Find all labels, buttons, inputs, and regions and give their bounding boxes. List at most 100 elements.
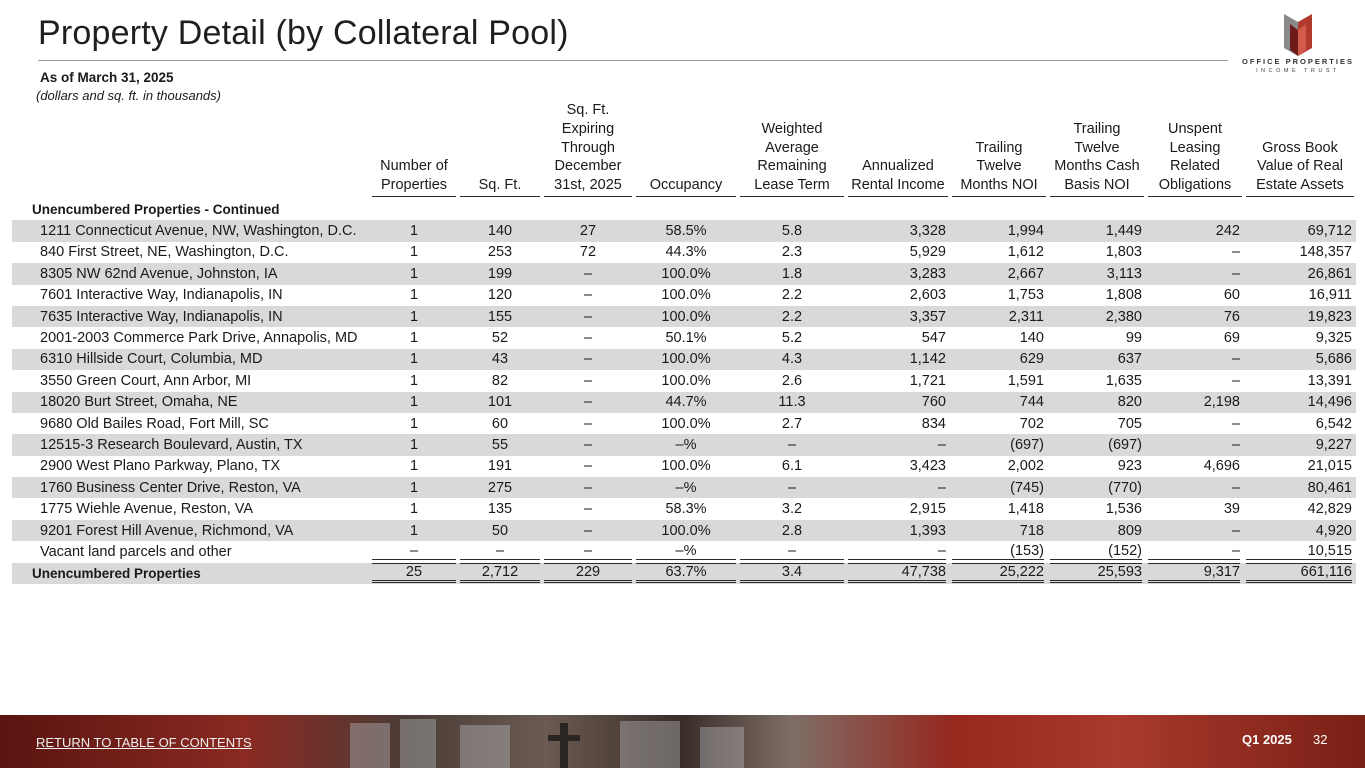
property-name: Vacant land parcels and other — [40, 543, 232, 560]
section-header-row: Unencumbered Properties - Continued — [12, 199, 1356, 220]
table-cell: (745) — [950, 477, 1048, 499]
table-cell: 1,418 — [1007, 501, 1044, 518]
table-cell: 1 — [370, 305, 458, 328]
table-cell: 100.0% — [661, 287, 711, 304]
table-cell: 5,929 — [909, 244, 946, 261]
table-cell: 1,803 — [1105, 244, 1142, 261]
property-name: 8305 NW 62nd Avenue, Johnston, IA — [12, 263, 370, 285]
table-cell: 718 — [950, 519, 1048, 542]
table-cell: – — [542, 477, 634, 499]
table-cell: 760 — [846, 391, 950, 413]
table-cell: 21,015 — [1307, 458, 1352, 475]
table-cell: 9,325 — [1315, 330, 1352, 347]
table-cell: 1.8 — [738, 263, 846, 285]
table-row: 2900 West Plano Parkway, Plano, TX 1 191 – 1… — [12, 456, 1356, 477]
table-row: 3550 Green Court, Ann Arbor, MI 1 82 – 100.0… — [12, 370, 1356, 391]
table-cell: 2,915 — [909, 501, 946, 518]
table-cell: – — [542, 305, 634, 328]
total-cell: 25 — [370, 562, 458, 585]
table-cell: 19,823 — [1244, 305, 1356, 328]
property-name: 18020 Burt Street, Omaha, NE — [12, 391, 370, 413]
table-row: 7635 Interactive Way, Indianapolis, IN 1 1… — [12, 305, 1356, 328]
table-cell: 1 — [370, 348, 458, 371]
table-cell: 72 — [579, 244, 597, 261]
table-cell: 55 — [458, 434, 542, 456]
property-name: 840 First Street, NE, Washington, D.C. — [40, 244, 289, 261]
table-cell: – — [1231, 372, 1240, 389]
table-cell: 275 — [458, 477, 542, 499]
table-cell: 702 — [1019, 415, 1044, 432]
table-cell: 60 — [491, 415, 509, 432]
table-cell: – — [738, 434, 846, 456]
table-cell: 135 — [487, 501, 513, 518]
table-cell: 13,391 — [1307, 372, 1352, 389]
property-detail-table: Number of Properties Sq. Ft. Sq. Ft. Exp… — [12, 101, 1356, 585]
table-cell: 11.3 — [738, 391, 846, 413]
table-cell: 100.0% — [661, 458, 711, 475]
table-cell: 705 — [1117, 415, 1142, 432]
column-header: Annualized Rental Income — [846, 101, 950, 199]
table-cell: 1,753 — [1007, 287, 1044, 304]
table-row: 18020 Burt Street, Omaha, NE 1 101–44.7% 11… — [12, 391, 1356, 413]
property-name: 2900 West Plano Parkway, Plano, TX — [40, 458, 281, 475]
total-cell: 229 — [542, 562, 634, 585]
table-cell: 1,536 — [1105, 501, 1142, 518]
table-cell: – — [542, 541, 634, 562]
table-cell: (152) — [1048, 541, 1146, 562]
table-row: 12515-3 Research Boulevard, Austin, TX 1 5… — [12, 434, 1356, 456]
total-cell: 2,712 — [458, 562, 542, 585]
table-cell: 1 — [409, 415, 419, 432]
table-cell: 76 — [1146, 305, 1244, 328]
table-cell: 2.3 — [781, 244, 803, 261]
table-cell: 3,283 — [846, 263, 950, 285]
table-cell: 637 — [1048, 348, 1146, 371]
quarter-label: Q1 2025 — [1242, 732, 1292, 747]
table-row: 1760 Business Center Drive, Reston, VA 1 2… — [12, 477, 1356, 499]
table-cell: 58.5% — [634, 220, 738, 242]
table-header-row: Number of Properties Sq. Ft. Sq. Ft. Exp… — [12, 101, 1356, 199]
table-cell: 10,515 — [1244, 541, 1356, 562]
property-name: 12515-3 Research Boulevard, Austin, TX — [12, 434, 370, 456]
return-to-contents-link[interactable]: RETURN TO TABLE OF CONTENTS — [36, 735, 252, 750]
column-header: Sq. Ft. — [458, 101, 542, 199]
total-cell: 3.4 — [738, 562, 846, 585]
table-cell: 100.0% — [634, 519, 738, 542]
table-cell: 50 — [458, 519, 542, 542]
column-header: Sq. Ft. Expiring Through December 31st, … — [542, 101, 634, 199]
table-cell: – — [1231, 415, 1240, 432]
table-cell: – — [846, 541, 950, 562]
page-title: Property Detail (by Collateral Pool) — [38, 14, 569, 52]
table-cell: 3,113 — [1048, 263, 1146, 285]
table-cell: – — [583, 458, 593, 475]
table-cell: 2.8 — [738, 519, 846, 542]
table-cell: – — [583, 501, 593, 518]
table-cell: 5.8 — [738, 220, 846, 242]
property-name: 9201 Forest Hill Avenue, Richmond, VA — [12, 519, 370, 542]
table-cell: 1 — [370, 220, 458, 242]
property-name: 2001-2003 Commerce Park Drive, Annapolis… — [40, 330, 358, 347]
table-cell: 1 — [409, 244, 419, 261]
table-row: 1775 Wiehle Avenue, Reston, VA 1 135 – 58.3%… — [12, 498, 1356, 519]
logo-subtitle: INCOME TRUST — [1256, 68, 1340, 74]
table-cell: – — [542, 434, 634, 456]
table-cell: 100.0% — [634, 348, 738, 371]
table-cell: – — [846, 434, 950, 456]
table-cell: 44.3% — [665, 244, 707, 261]
table-cell: 1 — [370, 519, 458, 542]
table-cell: – — [738, 541, 846, 562]
table-cell: 2,380 — [1048, 305, 1146, 328]
column-header: Unspent Leasing Related Obligations — [1146, 101, 1244, 199]
section-label: Unencumbered Properties - Continued — [32, 202, 280, 218]
table-cell: 43 — [458, 348, 542, 371]
total-cell: 661,116 — [1244, 562, 1356, 585]
table-cell: – — [738, 477, 846, 499]
property-name: 1211 Connecticut Avenue, NW, Washington,… — [12, 220, 370, 242]
table-cell: 69 — [1223, 330, 1240, 347]
units-note: (dollars and sq. ft. in thousands) — [36, 88, 221, 103]
table-cell: 120 — [487, 287, 513, 304]
column-header: Occupancy — [634, 101, 738, 199]
table-row: 2001-2003 Commerce Park Drive, Annapolis… — [12, 327, 1356, 348]
table-cell: 2.2 — [781, 287, 803, 304]
table-cell: 253 — [487, 244, 513, 261]
table-cell: (770) — [1048, 477, 1146, 499]
